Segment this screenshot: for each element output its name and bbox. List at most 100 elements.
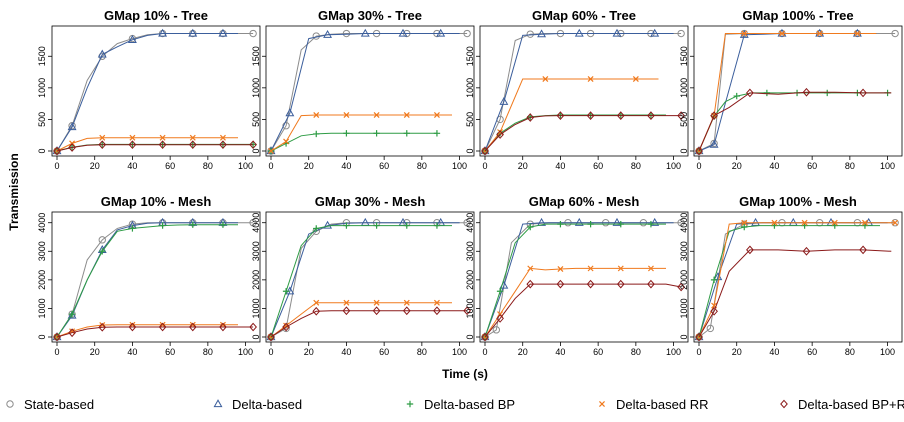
data-point	[99, 134, 106, 141]
series-line	[698, 92, 888, 152]
legend-item: Delta-based BP+RR	[780, 397, 904, 412]
data-point	[128, 322, 137, 332]
series-line	[698, 222, 888, 338]
y-tick-label: 2000	[465, 270, 475, 290]
x-tick-label: 80	[203, 347, 213, 357]
legend-marker	[780, 399, 788, 409]
data-point	[98, 322, 107, 332]
data-point	[587, 265, 594, 272]
y-tick-label: 1000	[679, 298, 689, 318]
data-point	[859, 245, 867, 255]
data-point	[695, 146, 703, 156]
data-point	[343, 130, 350, 137]
data-point	[188, 28, 198, 37]
x-tick-label: 20	[90, 161, 100, 171]
series-line	[56, 222, 238, 338]
data-point	[647, 265, 654, 272]
data-point	[612, 28, 622, 37]
data-point	[481, 332, 489, 342]
x-tick-label: 0	[54, 347, 59, 357]
data-point	[891, 29, 899, 38]
y-tick-label: 1000	[37, 298, 47, 318]
panel-title: GMap 10% - Tree	[104, 8, 208, 23]
data-point	[587, 76, 594, 82]
x-tick-label: 60	[807, 161, 817, 171]
data-point	[68, 328, 76, 338]
data-point	[98, 140, 107, 150]
data-point	[537, 29, 547, 38]
x-tick-label: 0	[696, 347, 701, 357]
series-line	[698, 225, 880, 338]
data-point	[67, 122, 77, 131]
data-point	[557, 266, 564, 272]
data-point	[343, 112, 350, 118]
legend-item: State-based	[6, 397, 94, 412]
data-point	[159, 222, 166, 229]
series-line	[484, 223, 666, 338]
x-tick-label: 0	[482, 347, 487, 357]
series-line	[270, 33, 460, 152]
data-point	[463, 29, 471, 38]
data-point	[129, 134, 136, 141]
series-line	[484, 222, 682, 338]
y-tick-label: 4000	[37, 213, 47, 233]
x-tick-label: 100	[452, 161, 467, 171]
x-tick-label: 20	[518, 161, 528, 171]
series-line	[56, 33, 238, 152]
data-point	[574, 217, 584, 226]
data-point	[542, 76, 549, 82]
panel-title: GMap 30% - Tree	[318, 8, 422, 23]
y-tick-label: 0	[679, 148, 689, 153]
y-tick-label: 500	[679, 112, 689, 127]
data-point	[612, 217, 622, 226]
data-point	[268, 148, 274, 154]
data-point	[323, 220, 333, 229]
data-point	[586, 111, 595, 120]
x-tick-label: 80	[845, 347, 855, 357]
y-tick-label: 4000	[679, 213, 689, 233]
legend-item: Delta-based RR	[599, 397, 709, 412]
data-point	[436, 28, 446, 37]
data-point	[219, 221, 227, 228]
series-line	[484, 33, 674, 152]
data-point	[313, 112, 320, 118]
data-point	[433, 130, 441, 137]
x-tick-label: 100	[880, 161, 895, 171]
series-line	[698, 222, 896, 338]
x-tick-label: 100	[238, 161, 253, 171]
data-point	[859, 88, 867, 98]
data-point	[647, 279, 655, 289]
data-point	[267, 332, 275, 342]
y-tick-label: 0	[679, 334, 689, 339]
panel-title: GMap 100% - Tree	[742, 8, 853, 23]
y-tick-label: 1000	[251, 298, 261, 318]
data-point	[526, 113, 535, 122]
data-point	[492, 326, 501, 334]
series-line	[698, 249, 892, 338]
data-point	[677, 111, 685, 120]
data-point	[481, 146, 489, 156]
data-point	[433, 299, 440, 306]
series-line	[56, 33, 254, 152]
data-point	[285, 108, 295, 117]
data-point	[249, 322, 257, 332]
plot-frame	[51, 211, 261, 343]
legend-marker	[599, 401, 605, 407]
series-line	[270, 225, 452, 338]
legend: State-based Delta-based Delta-based BP Delt…	[6, 397, 904, 412]
data-point	[53, 146, 61, 156]
y-tick-label: 0	[37, 148, 47, 153]
x-tick-label: 60	[165, 161, 175, 171]
data-point	[695, 332, 703, 342]
data-point	[710, 276, 718, 284]
data-point	[587, 220, 594, 228]
data-point	[342, 29, 351, 38]
x-tick-label: 60	[593, 347, 603, 357]
x-tick-label: 20	[90, 347, 100, 357]
data-point	[710, 306, 718, 316]
legend-label: Delta-based RR	[616, 397, 709, 412]
